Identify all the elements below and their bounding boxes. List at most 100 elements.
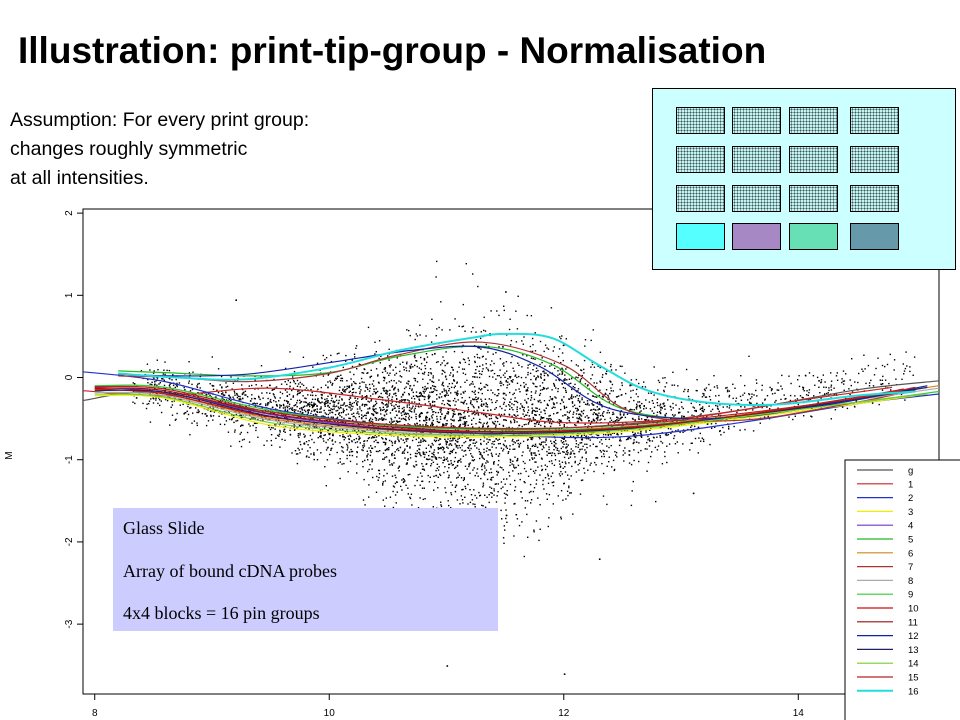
scatter-point — [541, 388, 544, 391]
scatter-point — [828, 387, 830, 389]
scatter-point — [440, 504, 442, 506]
scatter-point — [562, 451, 564, 453]
scatter-point — [516, 328, 519, 330]
scatter-point — [535, 378, 537, 380]
scatter-point — [562, 467, 564, 469]
scatter-point — [314, 409, 316, 411]
scatter-point — [493, 461, 495, 463]
scatter-point — [500, 376, 502, 379]
scatter-point — [402, 411, 404, 413]
scatter-point — [419, 497, 421, 499]
scatter-point — [405, 419, 407, 422]
scatter-point — [425, 447, 427, 449]
scatter-point — [450, 507, 452, 509]
scatter-point — [443, 390, 446, 392]
scatter-point — [464, 390, 466, 393]
scatter-point — [272, 389, 274, 391]
scatter-point — [794, 395, 796, 397]
scatter-point — [614, 420, 617, 422]
scatter-point — [540, 374, 542, 376]
scatter-point — [530, 399, 532, 401]
scatter-point — [255, 384, 257, 386]
scatter-point — [464, 440, 467, 443]
scatter-point — [813, 395, 815, 397]
scatter-point — [279, 404, 281, 406]
scatter-point — [317, 399, 319, 402]
scatter-point — [382, 484, 384, 486]
scatter-point — [591, 363, 594, 366]
scatter-point — [389, 464, 391, 466]
scatter-point — [395, 372, 398, 375]
scatter-point — [603, 450, 606, 452]
scatter-point — [619, 414, 622, 416]
scatter-point — [810, 415, 812, 417]
scatter-point — [455, 484, 458, 486]
scatter-point — [394, 392, 397, 395]
scatter-point — [643, 408, 645, 410]
scatter-point — [502, 537, 505, 539]
scatter-point — [463, 392, 465, 394]
scatter-point — [599, 380, 601, 382]
scatter-point — [566, 490, 569, 492]
scatter-point — [555, 397, 557, 399]
scatter-point — [635, 441, 638, 443]
scatter-point — [286, 405, 288, 407]
scatter-point — [820, 381, 822, 384]
scatter-point — [531, 403, 533, 406]
scatter-point — [485, 358, 487, 360]
scatter-point — [406, 438, 408, 440]
scatter-point — [489, 439, 491, 441]
scatter-point — [562, 401, 565, 403]
scatter-point — [503, 525, 505, 527]
scatter-point — [537, 376, 539, 378]
scatter-point — [716, 405, 719, 407]
scatter-point — [336, 377, 338, 379]
scatter-point — [271, 389, 273, 391]
scatter-point — [406, 462, 408, 464]
scatter-point — [737, 409, 739, 411]
scatter-point — [516, 459, 518, 462]
scatter-point — [159, 382, 161, 384]
scatter-point — [305, 441, 308, 443]
scatter-point — [469, 472, 471, 474]
scatter-point — [320, 396, 323, 399]
scatter-point — [806, 390, 808, 392]
scatter-point — [509, 377, 511, 379]
scatter-point — [305, 397, 307, 400]
scatter-point — [375, 436, 378, 438]
scatter-point — [340, 377, 342, 380]
scatter-point — [258, 396, 260, 399]
scatter-point — [325, 485, 327, 487]
scatter-point — [539, 418, 542, 420]
scatter-point — [585, 435, 588, 437]
scatter-point — [296, 462, 299, 465]
scatter-point — [511, 415, 513, 418]
scatter-point — [579, 413, 581, 415]
scatter-point — [269, 384, 271, 387]
scatter-point — [223, 399, 225, 401]
scatter-point — [238, 398, 240, 400]
scatter-point — [529, 363, 531, 365]
scatter-point — [453, 448, 455, 451]
scatter-point — [351, 394, 354, 396]
scatter-point — [802, 387, 805, 389]
scatter-point — [400, 418, 403, 420]
scatter-point — [342, 446, 344, 449]
scatter-point — [320, 432, 322, 434]
scatter-point — [418, 402, 420, 405]
scatter-point — [577, 421, 580, 423]
scatter-point — [835, 393, 837, 395]
scatter-point — [408, 400, 410, 402]
scatter-point — [356, 368, 358, 370]
scatter-point — [656, 411, 659, 413]
scatter-point — [196, 385, 198, 387]
scatter-point — [473, 459, 476, 461]
scatter-point — [407, 438, 409, 440]
scatter-point — [479, 453, 481, 455]
scatter-point — [666, 461, 668, 464]
scatter-point — [558, 473, 561, 475]
scatter-point — [539, 389, 542, 391]
scatter-point — [505, 379, 507, 382]
scatter-point — [501, 407, 503, 410]
scatter-point — [425, 418, 427, 420]
